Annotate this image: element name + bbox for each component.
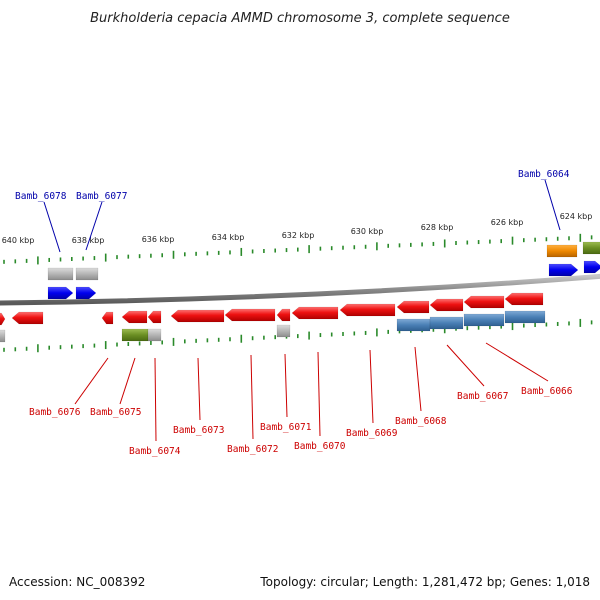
gene-feature[interactable] bbox=[47, 286, 74, 300]
gene-feature[interactable] bbox=[463, 313, 505, 327]
gene-feature[interactable] bbox=[75, 267, 99, 281]
topology-text: Topology: circular; Length: 1,281,472 bp… bbox=[260, 575, 590, 589]
gene-label[interactable]: Bamb_6069 bbox=[346, 428, 398, 439]
gene-label[interactable]: Bamb_6075 bbox=[90, 407, 141, 418]
gene-feature[interactable] bbox=[429, 298, 464, 312]
gene-feature[interactable] bbox=[583, 260, 600, 274]
gene-label[interactable]: Bamb_6078 bbox=[15, 191, 67, 202]
gene-feature[interactable] bbox=[291, 306, 339, 320]
kbp-label: 640 kbp bbox=[2, 236, 35, 245]
gene-feature[interactable] bbox=[339, 303, 396, 317]
leader-line bbox=[119, 357, 136, 405]
gene-label[interactable]: Bamb_6077 bbox=[76, 191, 127, 202]
gene-label[interactable]: Bamb_6074 bbox=[129, 446, 181, 457]
gene-feature[interactable] bbox=[121, 328, 149, 342]
gene-features bbox=[0, 241, 600, 343]
gene-feature[interactable] bbox=[147, 310, 162, 324]
kbp-label: 634 kbp bbox=[212, 233, 245, 242]
label-leader-lines bbox=[43, 179, 561, 442]
gene-feature[interactable] bbox=[396, 318, 431, 332]
gene-feature[interactable] bbox=[548, 263, 579, 277]
accession-text: Accession: NC_008392 bbox=[9, 575, 146, 589]
gene-feature[interactable] bbox=[276, 308, 291, 322]
leader-line bbox=[284, 353, 288, 418]
gene-feature[interactable] bbox=[0, 312, 6, 326]
gene-feature[interactable] bbox=[0, 329, 6, 343]
leader-line bbox=[544, 179, 561, 231]
gene-label[interactable]: Bamb_6071 bbox=[260, 422, 312, 433]
gene-feature[interactable] bbox=[504, 310, 546, 324]
gene-feature[interactable] bbox=[546, 244, 578, 258]
gene-feature[interactable] bbox=[101, 311, 114, 325]
gene-feature[interactable] bbox=[276, 324, 291, 338]
tick-row-inner bbox=[3, 318, 593, 353]
kbp-label: 638 kbp bbox=[72, 236, 105, 245]
kbp-label: 624 kbp bbox=[560, 212, 593, 221]
gene-feature[interactable] bbox=[170, 309, 225, 323]
gene-label[interactable]: Bamb_6070 bbox=[294, 441, 346, 452]
kbp-label: 626 kbp bbox=[491, 218, 524, 227]
gene-feature[interactable] bbox=[224, 308, 276, 322]
gene-feature[interactable] bbox=[582, 241, 600, 255]
leader-line bbox=[85, 201, 103, 251]
gene-label[interactable]: Bamb_6068 bbox=[395, 416, 447, 427]
gene-label[interactable]: Bamb_6064 bbox=[518, 169, 570, 180]
leader-line bbox=[43, 201, 61, 253]
gene-feature[interactable] bbox=[463, 295, 505, 309]
kbp-label: 630 kbp bbox=[351, 227, 384, 236]
map-title: Burkholderia cepacia AMMD chromosome 3, … bbox=[90, 11, 510, 26]
gene-label[interactable]: Bamb_6076 bbox=[29, 407, 81, 418]
leader-line bbox=[197, 357, 201, 421]
leader-line bbox=[317, 351, 321, 437]
kbp-label: 628 kbp bbox=[421, 223, 454, 232]
gene-label[interactable]: Bamb_6073 bbox=[173, 425, 224, 436]
gene-labels: Bamb_6078 Bamb_6077 Bamb_6064 Bamb_6076 Bamb… bbox=[15, 169, 573, 457]
leader-line bbox=[74, 357, 109, 405]
gene-feature[interactable] bbox=[75, 286, 97, 300]
gene-label[interactable]: Bamb_6067 bbox=[457, 391, 508, 402]
leader-line bbox=[369, 349, 374, 424]
kbp-label: 632 kbp bbox=[282, 231, 315, 240]
leader-line bbox=[414, 346, 422, 412]
gene-feature[interactable] bbox=[121, 310, 148, 324]
gene-feature[interactable] bbox=[396, 300, 430, 314]
tick-row-outer bbox=[3, 233, 593, 265]
kbp-label: 636 kbp bbox=[142, 235, 175, 244]
gene-label[interactable]: Bamb_6072 bbox=[227, 444, 278, 455]
leader-line bbox=[485, 342, 549, 382]
gene-label[interactable]: Bamb_6066 bbox=[521, 386, 573, 397]
gene-feature[interactable] bbox=[47, 267, 74, 281]
gene-feature[interactable] bbox=[504, 292, 544, 306]
gene-feature[interactable] bbox=[147, 328, 162, 342]
chromosome-backbone bbox=[0, 273, 600, 306]
leader-line bbox=[250, 354, 254, 440]
gene-feature[interactable] bbox=[429, 316, 464, 330]
leader-line bbox=[446, 344, 485, 387]
kbp-scale: 640 kbp 638 kbp 636 kbp 634 kbp 632 kbp 630 k… bbox=[2, 212, 593, 245]
leader-line bbox=[154, 357, 157, 442]
gene-feature[interactable] bbox=[11, 311, 44, 325]
